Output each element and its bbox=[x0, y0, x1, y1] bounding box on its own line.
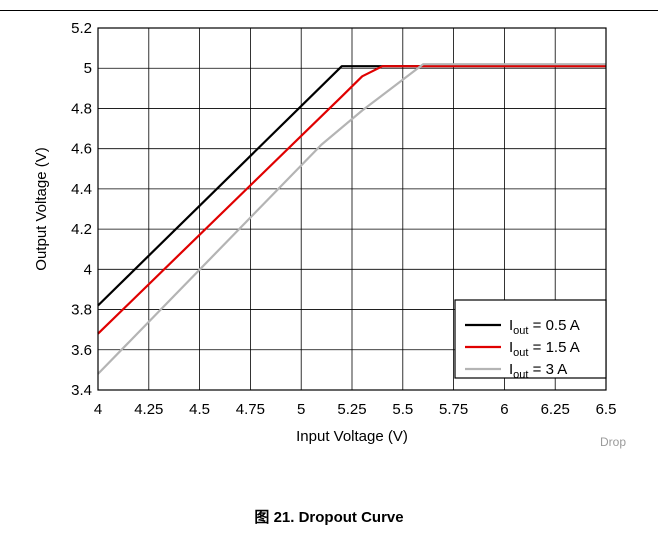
legend-label-subscript: out bbox=[513, 325, 528, 337]
series-line-2 bbox=[97, 63, 606, 375]
y-tick-label: 3.8 bbox=[71, 302, 92, 319]
x-tick-label: 5.25 bbox=[337, 401, 366, 418]
y-tick-label: 4 bbox=[84, 261, 92, 278]
y-tick-label: 4.4 bbox=[71, 181, 92, 198]
legend-label-rest: = 1.5 A bbox=[528, 339, 579, 356]
watermark-text: Drop bbox=[600, 435, 627, 449]
legend-label-subscript: out bbox=[513, 347, 528, 359]
y-tick-label: 4.8 bbox=[71, 100, 92, 117]
y-tick-label: 3.4 bbox=[71, 382, 92, 399]
y-tick-label: 5 bbox=[84, 60, 92, 77]
y-axis-label: Output Voltage (V) bbox=[33, 147, 50, 270]
y-tick-label: 3.6 bbox=[71, 342, 92, 359]
legend-box bbox=[454, 299, 607, 379]
series-lines bbox=[97, 63, 606, 375]
x-tick-label: 4.75 bbox=[236, 401, 265, 418]
legend-label-subscript: out bbox=[513, 369, 528, 381]
x-tick-label: 6.25 bbox=[541, 401, 570, 418]
legend-label-main: I bbox=[509, 317, 513, 334]
x-tick-labels: 4 4.25 4.5 4.75 5 5.25 5.5 5.75 6 6.25 6.5 bbox=[94, 401, 617, 418]
legend-label-1: Iout = 1.5 A bbox=[509, 339, 580, 359]
x-tick-label: 6.5 bbox=[596, 401, 617, 418]
legend-label-rest: = 0.5 A bbox=[528, 317, 579, 334]
legend-label-main: I bbox=[509, 339, 513, 356]
x-tick-label: 6 bbox=[500, 401, 508, 418]
y-tick-label: 5.2 bbox=[71, 20, 92, 37]
y-tick-label: 4.2 bbox=[71, 221, 92, 238]
x-tick-label: 4 bbox=[94, 401, 102, 418]
legend-label-2: Iout = 3 A bbox=[509, 361, 567, 381]
dropout-chart: 4 4.25 4.5 4.75 5 5.25 5.5 5.75 6 6.25 6.5 3.43.63… bbox=[33, 20, 617, 445]
x-tick-label: 5 bbox=[297, 401, 305, 418]
x-tick-label: 5.5 bbox=[392, 401, 413, 418]
series-line-1 bbox=[97, 65, 606, 335]
y-tick-label: 4.6 bbox=[71, 141, 92, 158]
x-tick-label: 5.75 bbox=[439, 401, 468, 418]
legend-label-0: Iout = 0.5 A bbox=[509, 317, 580, 337]
figure-caption: 图 21. Dropout Curve bbox=[254, 509, 404, 526]
x-tick-label: 4.5 bbox=[189, 401, 210, 418]
y-tick-labels: 3.4 3.6 3.8 4 4.2 4.4 4.6 4.8 5 5.2 bbox=[71, 20, 92, 399]
plot-frame bbox=[97, 27, 607, 391]
legend-label-rest: = 3 A bbox=[528, 361, 567, 378]
legend-label-main: I bbox=[509, 361, 513, 378]
x-axis-label: Input Voltage (V) bbox=[296, 428, 408, 445]
x-tick-label: 4.25 bbox=[134, 401, 163, 418]
top-rule bbox=[0, 10, 658, 11]
